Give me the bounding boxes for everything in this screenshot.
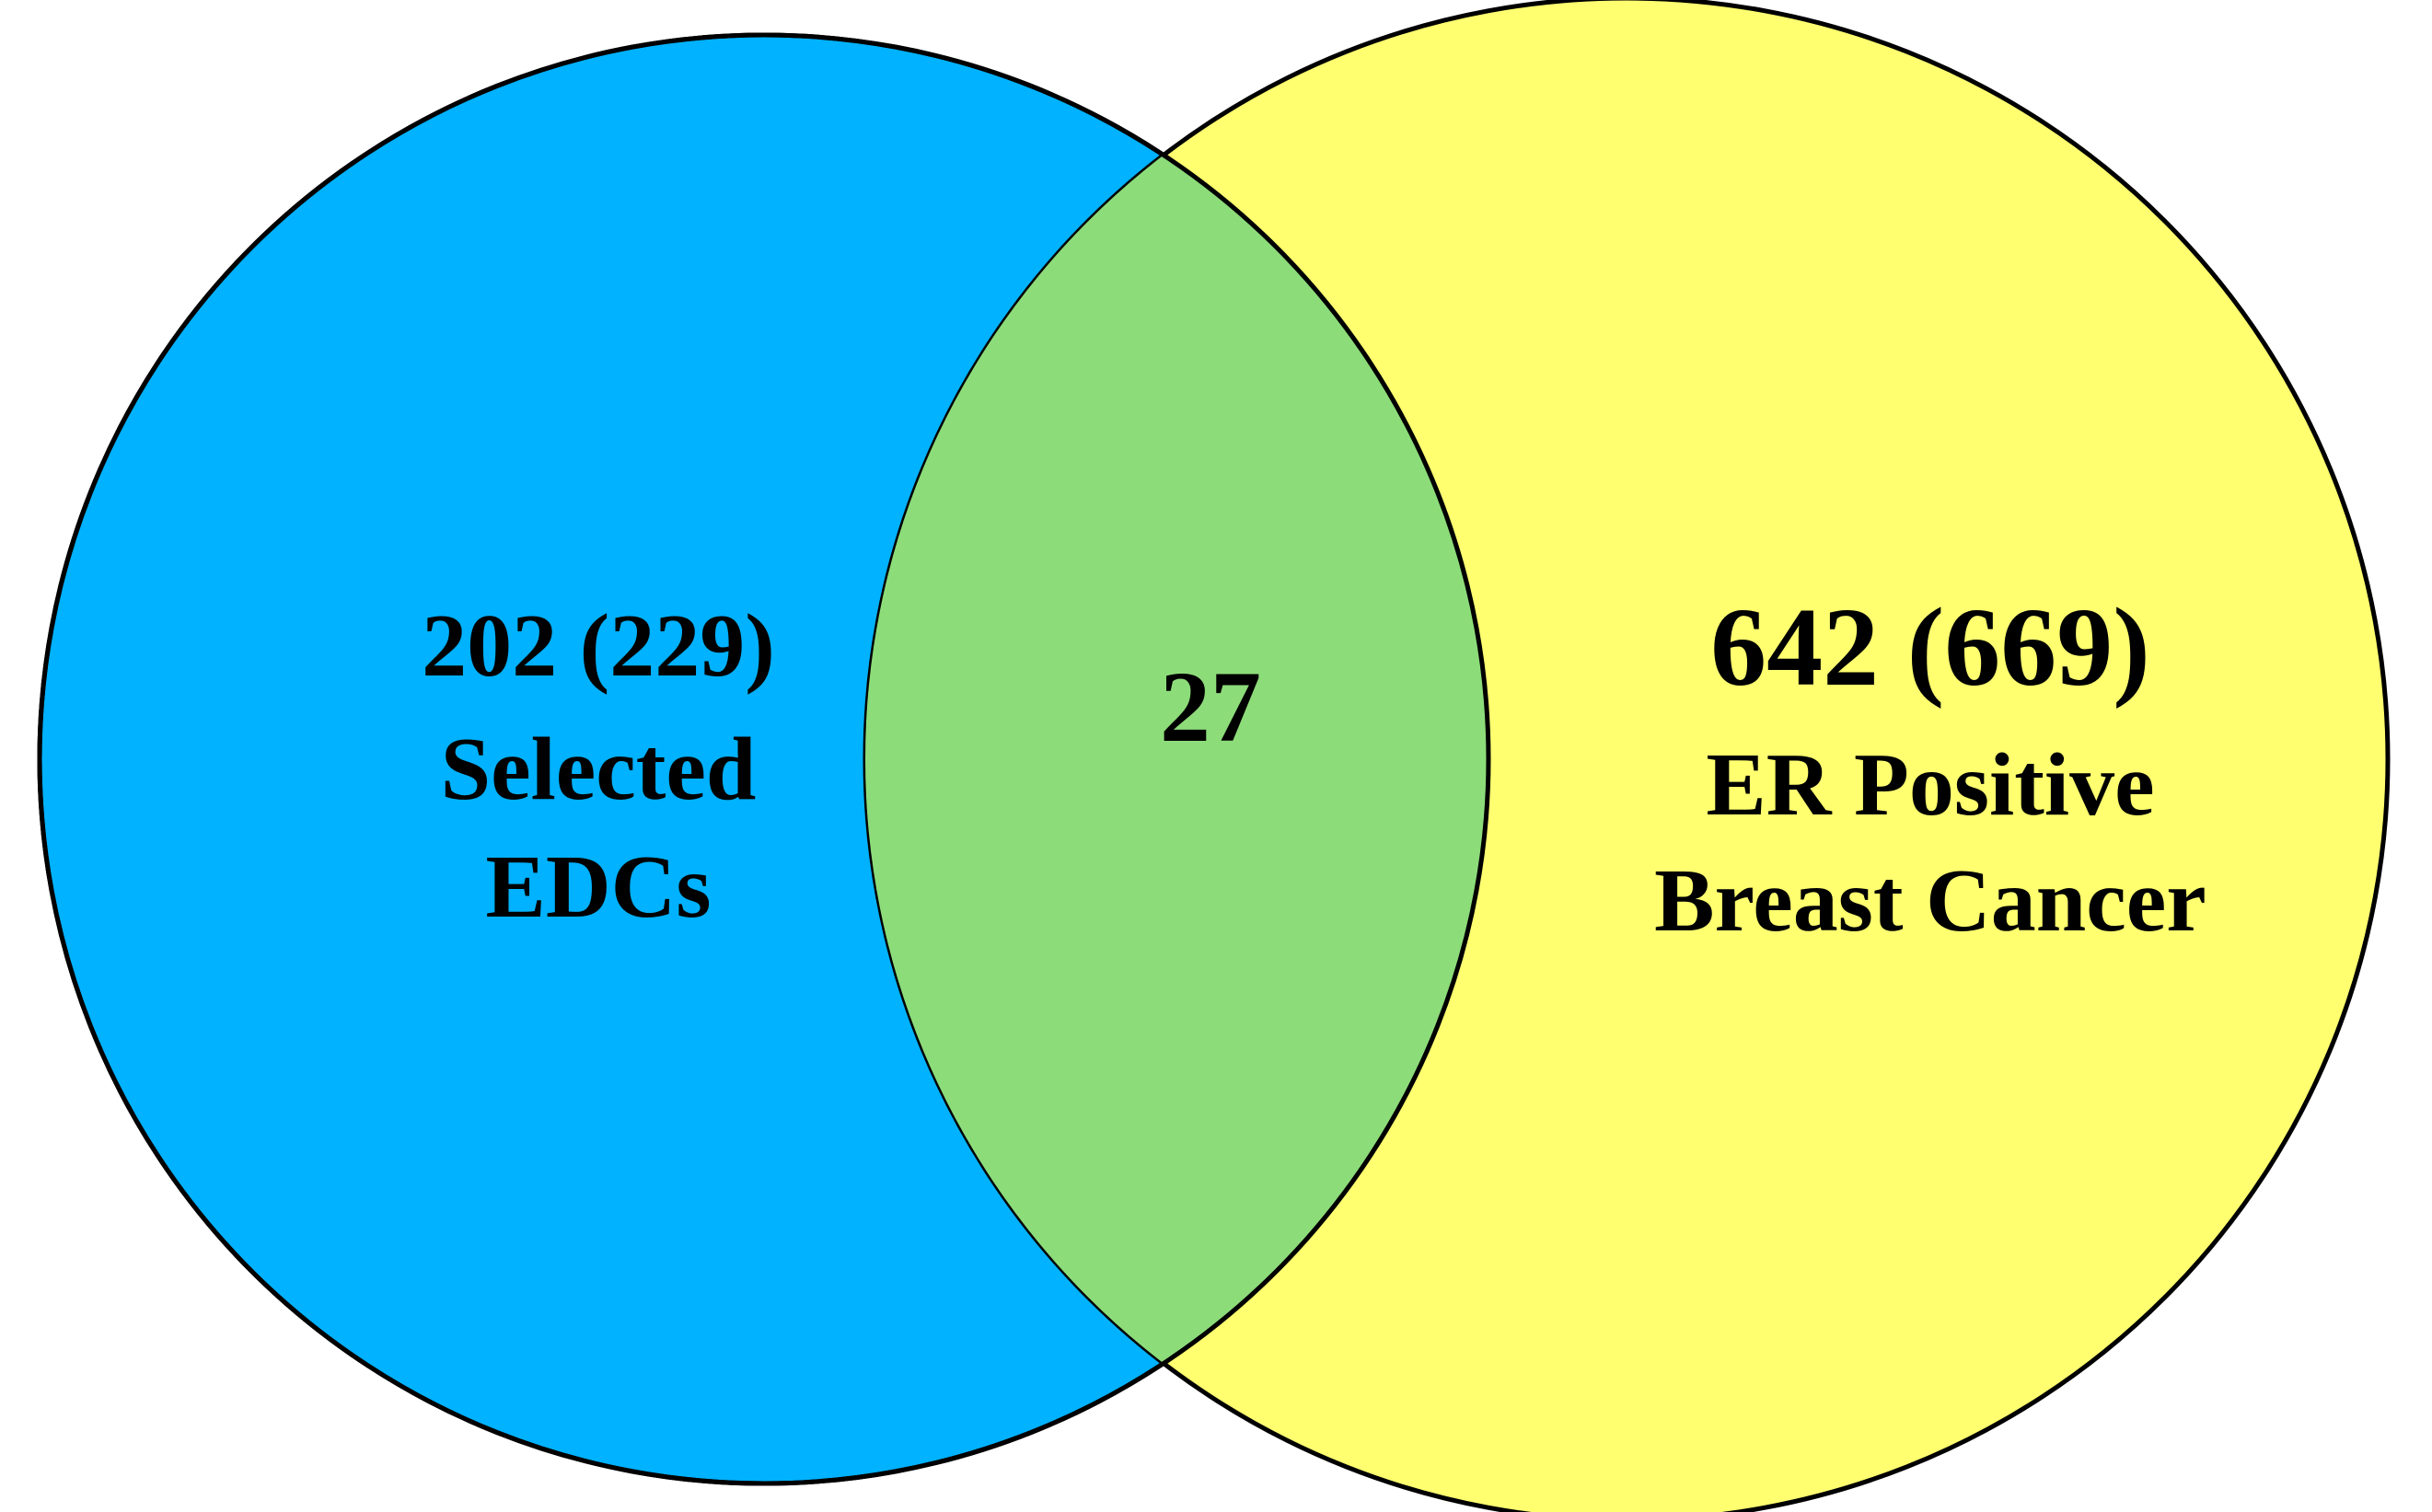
left-set-label-line1: Selected bbox=[441, 720, 757, 819]
intersection-count: 27 bbox=[1160, 651, 1261, 763]
right-set-count: 642 (669) bbox=[1710, 585, 2150, 710]
left-set-count: 202 (229) bbox=[422, 596, 775, 696]
intersection-region bbox=[865, 35, 1488, 1483]
left-set-label-line2: EDCs bbox=[485, 837, 711, 937]
right-set-label-line1: ER Positive bbox=[1706, 735, 2154, 835]
right-set-label-line2: Breast Cancer bbox=[1654, 851, 2206, 951]
left-set-outline bbox=[37, 32, 1491, 1486]
